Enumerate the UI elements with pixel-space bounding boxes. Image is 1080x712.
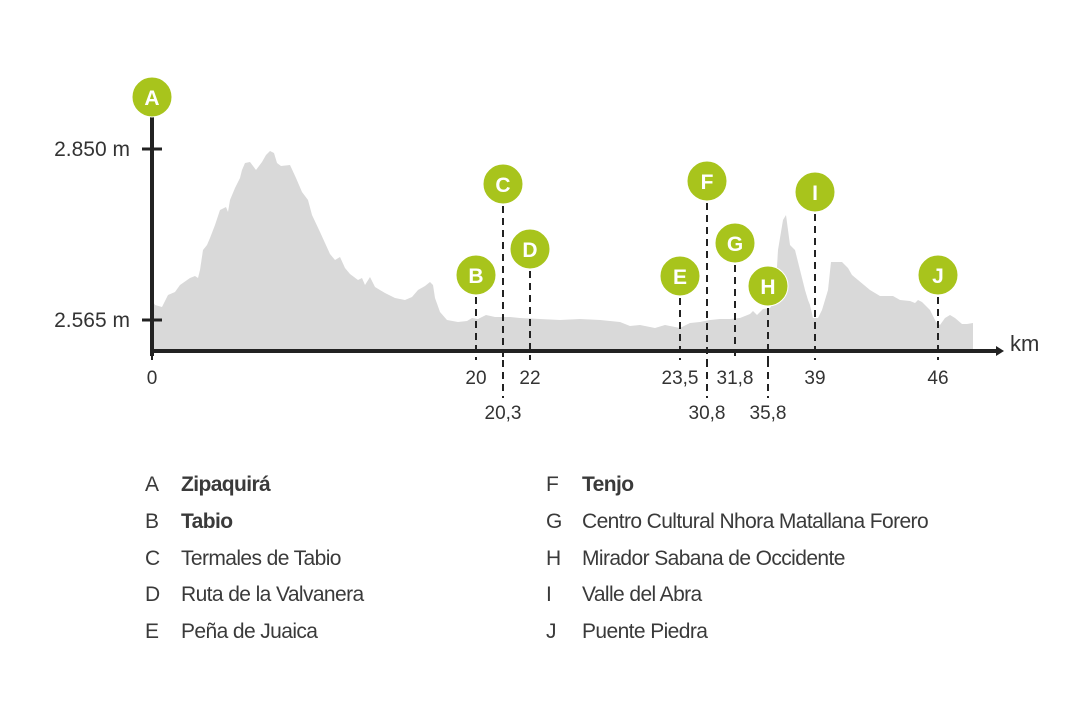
x-axis-label: km <box>1010 331 1039 356</box>
waypoint-letter: D <box>522 239 537 262</box>
legend-item: G Centro Cultural Nhora Matallana Forero <box>546 509 929 534</box>
y-tick-label: 2.850 m <box>54 138 130 161</box>
legend-letter: I <box>546 583 552 607</box>
waypoint-marker-f: F <box>686 160 728 202</box>
legend-letter: F <box>546 473 559 496</box>
waypoint-letter: C <box>495 174 510 197</box>
legend-name: Termales de Tabio <box>181 546 341 570</box>
waypoint-marker-g: G <box>714 222 756 264</box>
legend-name: Ruta de la Valvanera <box>181 583 364 607</box>
legend-letter: A <box>145 473 159 496</box>
x-tick-label: 30,8 <box>689 403 726 424</box>
legend-name: Tabio <box>181 509 233 533</box>
waypoint-circle <box>131 76 173 118</box>
waypoint-circle <box>794 171 836 213</box>
y-tick-label: 2.565 m <box>54 309 130 332</box>
waypoint-marker-b: B <box>455 254 497 296</box>
legend-letter: E <box>145 620 159 644</box>
legend-letter: C <box>145 546 160 570</box>
waypoint-marker-j: J <box>917 254 959 296</box>
legend-letter: J <box>546 620 557 644</box>
x-tick-label: 22 <box>519 368 540 389</box>
elevation-profile-area <box>152 151 973 351</box>
waypoint-circle <box>659 255 701 297</box>
legend-name: Puente Piedra <box>582 620 708 644</box>
waypoint-circle <box>714 222 756 264</box>
x-tick-label: 0 <box>147 368 158 389</box>
x-tick-label: 35,8 <box>750 403 787 424</box>
legend-letter: B <box>145 509 159 533</box>
x-tick-label: 31,8 <box>717 368 754 389</box>
legend-name: Tenjo <box>582 473 634 496</box>
waypoint-letter: H <box>760 276 775 299</box>
x-tick-label: 20 <box>465 368 486 389</box>
waypoint-circle <box>455 254 497 296</box>
legend-item: A Zipaquirá <box>145 473 271 497</box>
waypoint-letter: J <box>932 265 944 288</box>
x-axis-arrow <box>996 346 1004 356</box>
waypoint-letter: I <box>812 182 818 205</box>
legend-letter: H <box>546 546 561 570</box>
x-tick-label: 46 <box>927 368 948 389</box>
legend-name: Valle del Abra <box>582 583 702 607</box>
x-tick-label: 39 <box>804 368 825 389</box>
waypoint-marker-i: I <box>794 171 836 213</box>
legend-item: C Termales de Tabio <box>145 547 341 571</box>
waypoint-letter: G <box>727 233 743 256</box>
waypoint-letter: B <box>468 265 483 288</box>
waypoint-letter: E <box>673 266 687 289</box>
legend-item: E Peña de Juaica <box>145 620 318 644</box>
legend-name: Zipaquirá <box>181 473 271 496</box>
legend-item: J Puente Piedra <box>546 620 708 644</box>
waypoint-circle <box>482 163 524 205</box>
legend-name: Mirador Sabana de Occidente <box>582 546 845 570</box>
waypoint-marker-h: H <box>747 265 789 307</box>
waypoint-circle <box>747 265 789 307</box>
waypoint-marker-c: C <box>482 163 524 205</box>
waypoint-circle <box>509 228 551 270</box>
waypoint-marker-a: A <box>131 76 173 118</box>
legend-item: B Tabio <box>145 509 233 534</box>
legend-name: Centro Cultural Nhora Matallana Forero <box>582 509 929 533</box>
legend-item: F Tenjo <box>546 473 634 497</box>
waypoint-marker-e: E <box>659 255 701 297</box>
waypoint-letter: F <box>701 171 714 194</box>
x-tick-label: 20,3 <box>485 403 522 424</box>
legend-item: H Mirador Sabana de Occidente <box>546 547 845 571</box>
waypoint-circle <box>917 254 959 296</box>
legend-item: I Valle del Abra <box>546 583 702 607</box>
waypoint-circle <box>686 160 728 202</box>
waypoint-letter: A <box>144 87 159 110</box>
legend-name: Peña de Juaica <box>181 620 318 644</box>
legend-letter: G <box>546 509 562 533</box>
legend-letter: D <box>145 583 160 607</box>
x-tick-label: 23,5 <box>662 368 699 389</box>
waypoint-marker-d: D <box>509 228 551 270</box>
legend-item: D Ruta de la Valvanera <box>145 583 364 607</box>
